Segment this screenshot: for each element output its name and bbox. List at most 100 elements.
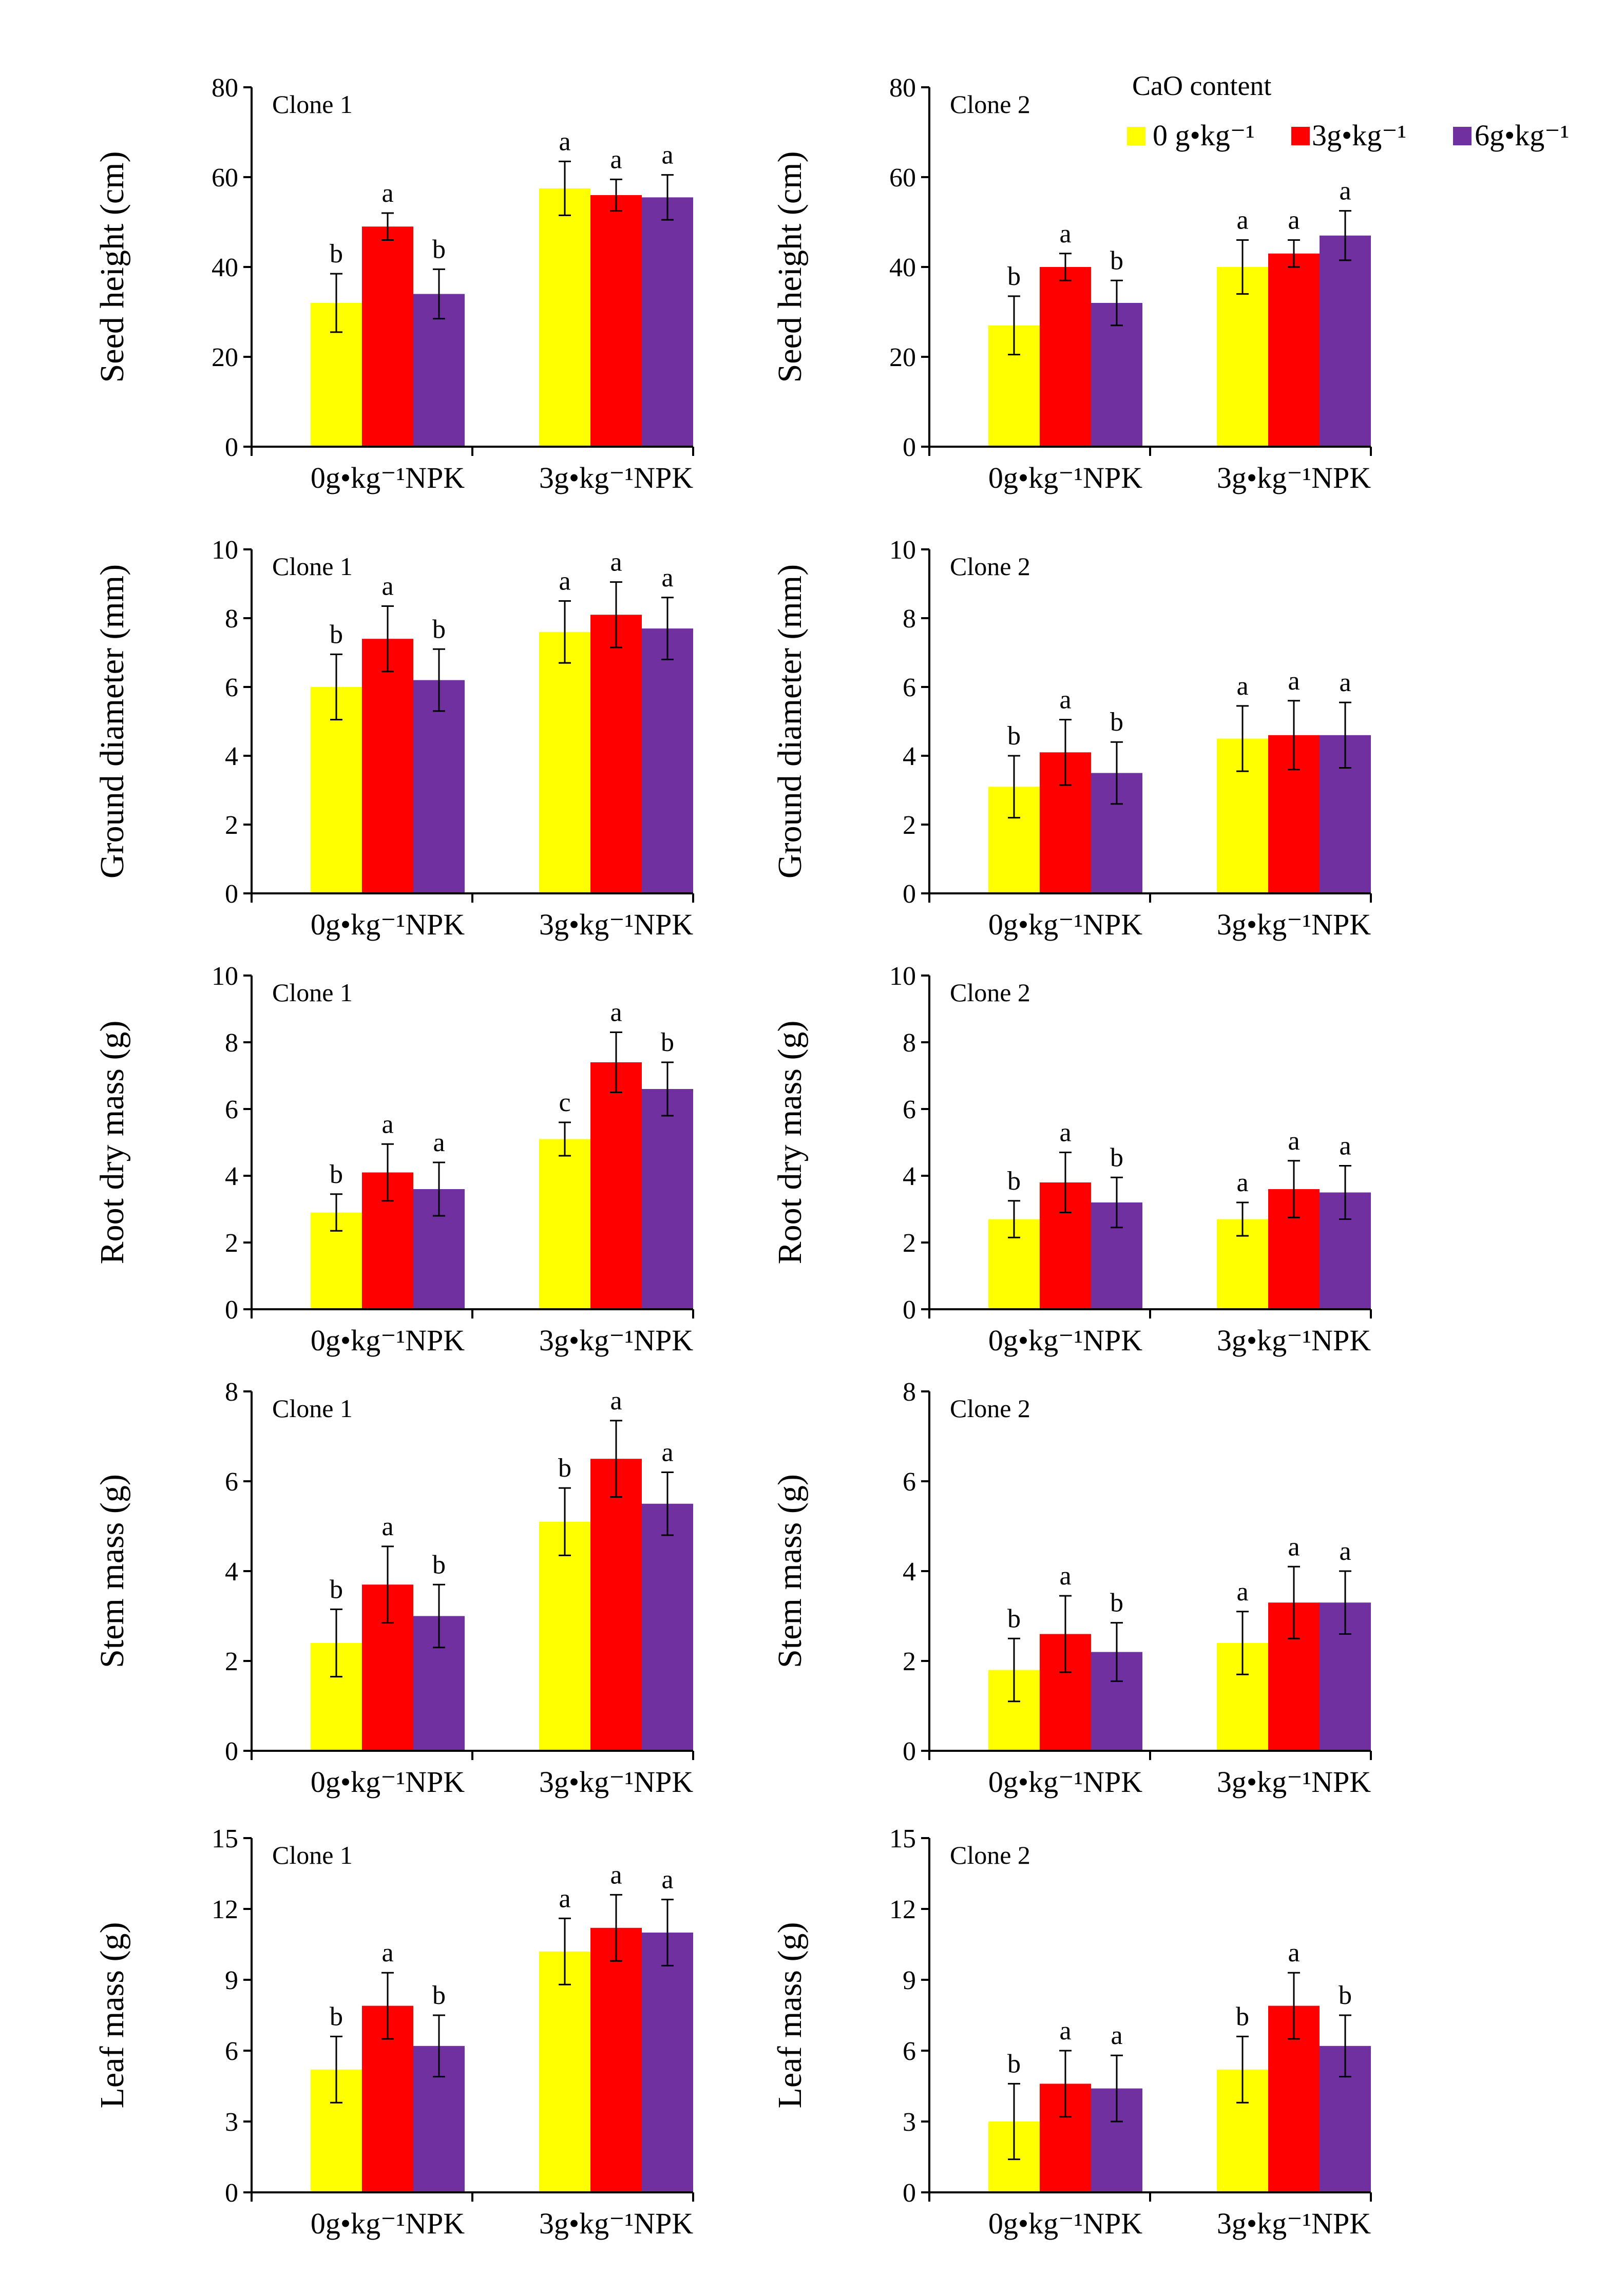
y-tick-label-0: 0 bbox=[225, 1295, 238, 1325]
y-tick-label-0: 0 bbox=[903, 880, 916, 909]
category-label-1: 3g•kg⁻¹NPK bbox=[1217, 2207, 1371, 2240]
significance-letter-1-1: a bbox=[1288, 1938, 1300, 1967]
bar-1-1 bbox=[590, 195, 642, 447]
category-label-0: 0g•kg⁻¹NPK bbox=[988, 1765, 1142, 1799]
panel-title: Clone 1 bbox=[272, 552, 353, 581]
significance-letter-1-0: a bbox=[381, 572, 393, 601]
significance-letter-2-1: a bbox=[661, 141, 673, 170]
significance-letter-0-1: a bbox=[1236, 672, 1248, 701]
y-tick-label-3: 6 bbox=[903, 1467, 916, 1497]
y-tick-label-1: 2 bbox=[225, 1647, 238, 1676]
chart-panel-1: b a a a b a 0 20 40 60 80 0g•kg⁻¹NPK 3g•kg⁻¹NPK Clone… bbox=[771, 73, 1372, 494]
y-tick-label-0: 0 bbox=[225, 433, 238, 462]
panel-title: Clone 2 bbox=[950, 1394, 1030, 1423]
category-label-0: 0g•kg⁻¹NPK bbox=[311, 1324, 465, 1357]
significance-letter-1-0: a bbox=[381, 1110, 393, 1139]
significance-letter-2-1: a bbox=[1339, 668, 1351, 697]
legend-swatch-0 bbox=[1127, 127, 1145, 145]
legend-title: CaO content bbox=[1132, 70, 1271, 101]
panel-title: Clone 1 bbox=[272, 1841, 353, 1869]
legend-label-0: 0 g•kg⁻¹ bbox=[1153, 119, 1255, 152]
panel-title: Clone 2 bbox=[950, 978, 1030, 1007]
y-tick-label-4: 8 bbox=[903, 1378, 916, 1407]
bar-0-1 bbox=[539, 1521, 590, 1751]
legend-swatch-2 bbox=[1453, 127, 1472, 145]
significance-letter-0-0: b bbox=[1007, 262, 1021, 291]
category-label-1: 3g•kg⁻¹NPK bbox=[539, 461, 693, 494]
chart-panel-4: b c a a a b 0 2 4 6 8 10 0g•kg⁻¹NPK 3g•kg⁻¹NPK Clone 1… bbox=[93, 962, 694, 1357]
significance-letter-0-1: b bbox=[1236, 2002, 1249, 2031]
significance-letter-1-0: a bbox=[381, 1512, 393, 1541]
significance-letter-1-1: a bbox=[1288, 1532, 1300, 1561]
y-tick-label-0: 0 bbox=[225, 2179, 238, 2208]
significance-letter-0-1: a bbox=[1236, 206, 1248, 235]
significance-letter-0-0: b bbox=[330, 1160, 343, 1189]
significance-letter-0-1: a bbox=[559, 1884, 570, 1913]
category-label-1: 3g•kg⁻¹NPK bbox=[539, 1324, 693, 1357]
y-tick-label-1: 2 bbox=[225, 1229, 238, 1258]
category-label-1: 3g•kg⁻¹NPK bbox=[1217, 1765, 1371, 1799]
significance-letter-2-1: a bbox=[1339, 1132, 1351, 1161]
category-label-1: 3g•kg⁻¹NPK bbox=[539, 2207, 693, 2240]
y-tick-label-1: 2 bbox=[903, 1647, 916, 1676]
category-label-0: 0g•kg⁻¹NPK bbox=[988, 1324, 1142, 1357]
y-tick-label-0: 0 bbox=[225, 1737, 238, 1766]
chart-panel-2: b a a a b a 0 2 4 6 8 10 0g•kg⁻¹NPK 3g•kg⁻¹NPK Clone 1… bbox=[93, 536, 694, 941]
significance-letter-2-0: b bbox=[432, 615, 446, 644]
y-tick-label-5: 15 bbox=[212, 1824, 238, 1853]
bar-2-1 bbox=[642, 1933, 693, 2192]
y-tick-label-0: 0 bbox=[225, 880, 238, 909]
y-tick-label-1: 3 bbox=[225, 2108, 238, 2137]
y-axis-label: Root dry mass (g) bbox=[771, 1021, 809, 1265]
y-tick-label-1: 3 bbox=[903, 2108, 916, 2137]
panel-title: Clone 2 bbox=[950, 1841, 1030, 1869]
category-label-0: 0g•kg⁻¹NPK bbox=[311, 461, 465, 494]
significance-letter-2-1: b bbox=[661, 1028, 674, 1057]
legend-label-2: 6g•kg⁻¹ bbox=[1475, 119, 1569, 152]
y-tick-label-3: 6 bbox=[903, 673, 916, 702]
bar-0-1 bbox=[539, 188, 590, 447]
y-tick-label-3: 60 bbox=[889, 163, 916, 193]
significance-letter-0-1: a bbox=[1236, 1168, 1248, 1197]
y-tick-label-4: 8 bbox=[903, 1028, 916, 1058]
bar-0-1 bbox=[1217, 267, 1268, 447]
category-label-0: 0g•kg⁻¹NPK bbox=[988, 2207, 1142, 2240]
category-label-1: 3g•kg⁻¹NPK bbox=[1217, 461, 1371, 494]
bar-1-0 bbox=[362, 226, 413, 447]
y-axis-label: Seed height (cm) bbox=[93, 151, 131, 383]
chart-panel-5: b a a a b a 0 2 4 6 8 10 0g•kg⁻¹NPK 3g•kg⁻¹NPK Clone 2… bbox=[771, 962, 1372, 1357]
bar-1-1 bbox=[1268, 253, 1320, 447]
y-tick-label-3: 9 bbox=[225, 1966, 238, 1995]
y-tick-label-4: 8 bbox=[225, 604, 238, 634]
significance-letter-0-1: a bbox=[1236, 1577, 1248, 1607]
y-axis-label: Leaf mass (g) bbox=[93, 1922, 131, 2109]
bar-1-1 bbox=[590, 1927, 642, 2192]
category-label-0: 0g•kg⁻¹NPK bbox=[988, 461, 1142, 494]
bar-0-0 bbox=[311, 687, 362, 893]
y-tick-label-2: 4 bbox=[903, 742, 916, 771]
y-axis-label: Stem mass (g) bbox=[771, 1474, 809, 1668]
y-tick-label-2: 4 bbox=[225, 1162, 238, 1191]
y-tick-label-4: 8 bbox=[225, 1028, 238, 1058]
y-tick-label-2: 4 bbox=[225, 1557, 238, 1587]
chart-panel-6: b b a a b a 0 2 4 6 8 0g•kg⁻¹NPK 3g•kg⁻¹NPK Clone 1 St… bbox=[93, 1378, 694, 1799]
significance-letter-1-1: a bbox=[610, 145, 622, 174]
y-tick-label-0: 0 bbox=[903, 1737, 916, 1766]
panel-title: Clone 2 bbox=[950, 90, 1030, 119]
y-tick-label-0: 0 bbox=[903, 433, 916, 462]
y-tick-label-1: 2 bbox=[903, 1229, 916, 1258]
significance-letter-2-0: b bbox=[1110, 246, 1123, 275]
significance-letter-1-1: a bbox=[1288, 666, 1300, 696]
y-tick-label-5: 10 bbox=[212, 536, 238, 565]
bar-2-1 bbox=[642, 1089, 693, 1309]
chart-panel-7: b a a a b a 0 2 4 6 8 0g•kg⁻¹NPK 3g•kg⁻¹NPK Clone 2 St… bbox=[771, 1378, 1372, 1799]
significance-letter-0-0: b bbox=[1007, 721, 1021, 751]
bar-1-0 bbox=[1040, 267, 1091, 447]
category-label-1: 3g•kg⁻¹NPK bbox=[539, 1765, 693, 1799]
significance-letter-0-0: b bbox=[1007, 2049, 1021, 2078]
significance-letter-1-1: a bbox=[610, 998, 622, 1027]
chart-panel-8: b a a a b a 0 3 6 9 12 15 0g•kg⁻¹NPK 3g•kg⁻¹NPK Clone … bbox=[93, 1824, 694, 2240]
significance-letter-2-1: a bbox=[661, 1438, 673, 1467]
y-tick-label-0: 0 bbox=[903, 2179, 916, 2208]
significance-letter-1-0: a bbox=[1059, 219, 1071, 249]
